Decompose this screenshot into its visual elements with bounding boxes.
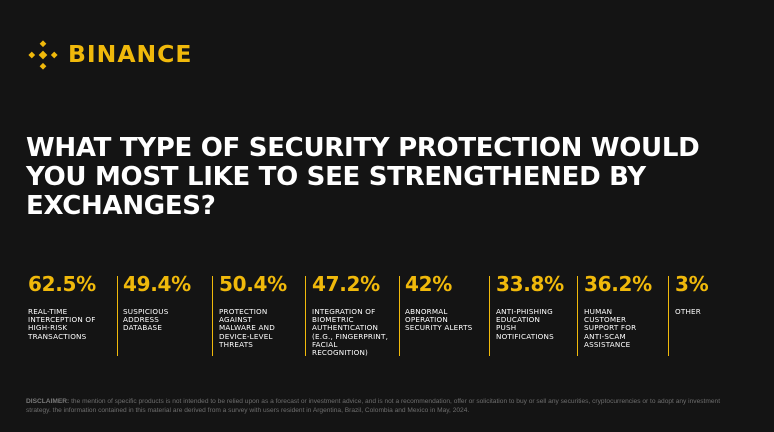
stat-label: SUSPICIOUS ADDRESS DATABASE — [123, 307, 169, 333]
disclaimer-text: the mention of specific products is not … — [26, 398, 721, 414]
stat-label: PROTECTION AGAINST MALWARE AND DEVICE-LE… — [219, 307, 275, 349]
stat-label: REAL-TIME INTERCEPTION OF HIGH-RISK TRAN… — [28, 307, 96, 341]
stat-divider — [305, 276, 306, 356]
disclaimer-label: DISCLAIMER: — [26, 398, 70, 405]
stat-item: 33.8% ANTI-PHISHING EDUCATION PUSH NOTIF… — [496, 272, 564, 341]
stat-item: 3% OTHER — [675, 272, 709, 316]
stat-label: HUMAN CUSTOMER SUPPORT FOR ANTI-SCAM ASS… — [584, 307, 637, 349]
stat-value: 33.8% — [496, 272, 564, 296]
stat-item: 49.4% SUSPICIOUS ADDRESS DATABASE — [123, 272, 191, 333]
stats-row: 62.5% REAL-TIME INTERCEPTION OF HIGH-RIS… — [0, 272, 774, 358]
stat-divider — [577, 276, 578, 356]
stat-value: 3% — [675, 272, 709, 296]
stat-item: 50.4% PROTECTION AGAINST MALWARE AND DEV… — [219, 272, 287, 349]
disclaimer: DISCLAIMER: the mention of specific prod… — [26, 397, 746, 415]
stat-divider — [399, 276, 400, 356]
stat-value: 47.2% — [312, 272, 380, 296]
stat-item: 47.2% INTEGRATION OF BIOMETRIC AUTHENTIC… — [312, 272, 388, 357]
binance-diamond-logo-icon — [28, 40, 58, 70]
brand-logo: BINANCE — [26, 38, 192, 72]
stat-divider — [489, 276, 490, 356]
survey-question: WHAT TYPE OF SECURITY PROTECTION WOULD Y… — [26, 133, 700, 221]
stat-item: 42% ABNORMAL OPERATION SECURITY ALERTS — [405, 272, 472, 333]
stat-value: 62.5% — [28, 272, 96, 296]
stat-item: 36.2% HUMAN CUSTOMER SUPPORT FOR ANTI-SC… — [584, 272, 652, 349]
stat-label: ABNORMAL OPERATION SECURITY ALERTS — [405, 307, 473, 333]
stat-divider — [212, 276, 213, 356]
stat-value: 42% — [405, 272, 452, 296]
stat-label: ANTI-PHISHING EDUCATION PUSH NOTIFICATIO… — [496, 307, 554, 341]
stat-divider — [117, 276, 118, 356]
stat-value: 49.4% — [123, 272, 191, 296]
stat-value: 36.2% — [584, 272, 652, 296]
stat-item: 62.5% REAL-TIME INTERCEPTION OF HIGH-RIS… — [28, 272, 96, 341]
stat-label: OTHER — [675, 307, 701, 316]
stat-label: INTEGRATION OF BIOMETRIC AUTHENTICATION … — [312, 307, 389, 358]
stat-divider — [668, 276, 669, 356]
brand-name: BINANCE — [68, 40, 193, 69]
stat-value: 50.4% — [219, 272, 287, 296]
